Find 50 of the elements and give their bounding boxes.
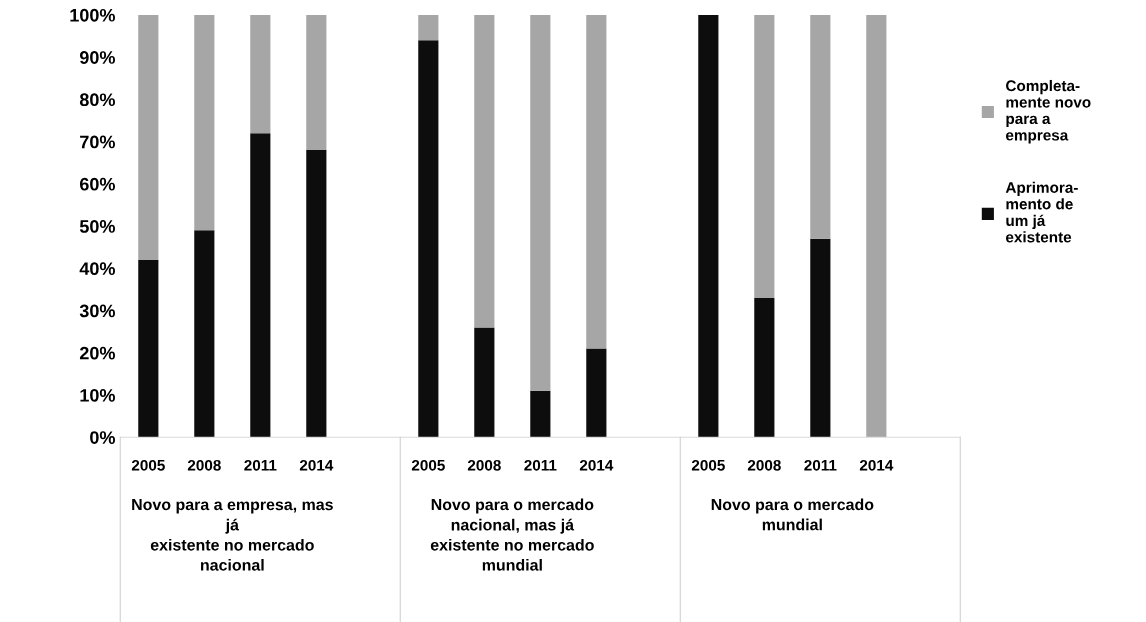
x-tick-label: 2014 — [579, 459, 614, 471]
x-tick-label: 2011 — [804, 459, 837, 471]
bar — [194, 14, 215, 231]
bar — [306, 150, 327, 438]
bar — [474, 14, 495, 328]
bar — [754, 14, 775, 298]
bar — [754, 297, 775, 438]
x-tick-label: 2011 — [524, 459, 557, 471]
x-tick-label: 2008 — [187, 459, 221, 471]
bar — [194, 230, 215, 438]
bar — [250, 133, 271, 438]
x-tick-label: 2008 — [747, 459, 781, 471]
bar — [810, 14, 831, 239]
bar — [586, 348, 607, 438]
y-tick-label: 0% — [90, 431, 115, 444]
bar — [474, 327, 495, 438]
bar — [530, 390, 551, 438]
x-tick-label: 2014 — [299, 459, 334, 471]
text: Novo para o mercado nacional, mas já existente no mercado mundial — [430, 498, 594, 571]
text: Novo para o mercado mundial — [711, 498, 874, 531]
bar — [698, 14, 719, 438]
bar — [138, 14, 159, 260]
bar — [138, 259, 159, 438]
y-tick-label: 40% — [79, 262, 115, 276]
bar — [866, 14, 887, 438]
bar — [418, 40, 439, 438]
x-tick-label: 2011 — [244, 459, 277, 471]
y-tick-label: 50% — [79, 220, 115, 233]
y-tick-label: 80% — [79, 93, 115, 107]
y-tick-label: 100% — [70, 8, 115, 22]
bar — [418, 14, 439, 41]
y-tick-label: 10% — [80, 388, 115, 402]
bar — [586, 14, 607, 349]
bar — [250, 14, 271, 134]
x-tick-label: 2005 — [691, 459, 725, 471]
bar — [810, 238, 831, 438]
y-tick-label: 60% — [79, 177, 115, 191]
y-tick-label: 30% — [79, 304, 115, 318]
x-tick-label: 2014 — [859, 459, 894, 471]
x-tick-label: 2008 — [467, 459, 501, 471]
y-tick-label: 70% — [80, 135, 115, 149]
bar — [306, 14, 327, 151]
y-tick-label: 20% — [79, 346, 115, 360]
text: Novo para a empresa, mas já existente no mercado nacional — [132, 499, 333, 571]
x-tick-label: 2005 — [131, 459, 165, 471]
legend-label: Aprimora- mento de um já existente — [1005, 181, 1078, 243]
y-tick-label: 90% — [79, 51, 115, 64]
legend-label: Completa- mente novo para a empresa — [1006, 79, 1091, 144]
x-tick-label: 2005 — [411, 459, 445, 471]
bar — [530, 14, 551, 391]
